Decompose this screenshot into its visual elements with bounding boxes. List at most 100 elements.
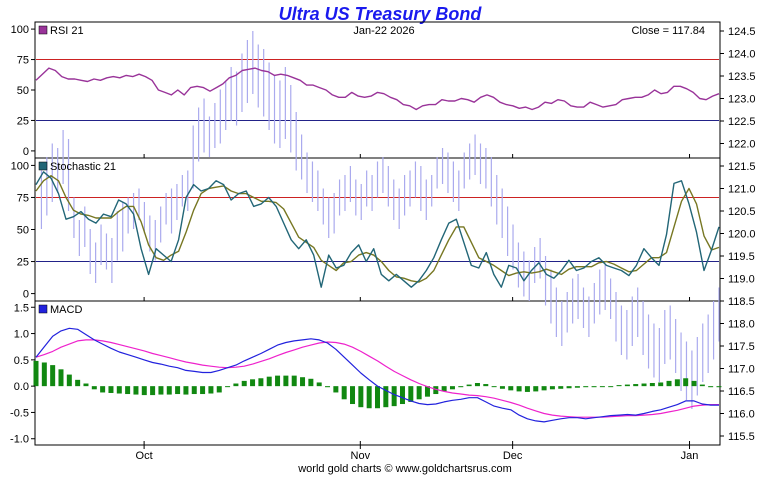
- stochastic-tick-label: 100: [11, 160, 29, 172]
- date-label: Jan-22 2026: [353, 25, 414, 37]
- macd-histogram-bar: [300, 377, 306, 387]
- price-tick-label: 117.0: [728, 364, 755, 376]
- price-tick-label: 121.5: [728, 161, 756, 173]
- macd-histogram-bar: [41, 362, 47, 387]
- grid-lines: [143, 154, 691, 445]
- rsi-legend-swatch: [38, 25, 48, 35]
- stochastic-tick-label: 0: [23, 289, 29, 301]
- macd-histogram-bar: [408, 386, 414, 402]
- macd-line: [35, 327, 719, 423]
- macd-label: MACD: [50, 304, 82, 316]
- macd-tick-label: -0.5: [10, 407, 29, 419]
- macd-histogram-bar: [316, 382, 322, 387]
- macd-histogram-bar: [133, 386, 139, 395]
- price-tick-label: 123.5: [728, 71, 756, 83]
- macd-histogram-bar: [333, 386, 339, 393]
- rsi-tick-label: 75: [17, 55, 29, 67]
- macd-histogram-bar: [58, 369, 64, 387]
- macd-histogram-bar: [141, 386, 147, 396]
- macd-histogram-bar: [75, 379, 81, 387]
- macd-histogram-bar: [125, 386, 131, 395]
- macd-histogram-bar: [558, 386, 564, 389]
- price-tick-label: 115.5: [728, 431, 755, 443]
- macd-histogram-bar: [683, 378, 689, 387]
- macd-histogram-bar: [541, 386, 547, 391]
- macd-histogram-bar: [533, 386, 539, 392]
- macd-tick-label: 0.5: [14, 355, 29, 367]
- x-tick-label: Nov: [351, 450, 371, 462]
- stochastic-k-line: [35, 171, 720, 288]
- macd-histogram-bar: [33, 360, 39, 387]
- chart-title: Ultra US Treasury Bond: [279, 4, 483, 24]
- close-label: Close = 117.84: [632, 25, 706, 37]
- price-axis-ticks: 124.5 124.0 123.5 123.0 122.5 122.0 121.5 121.0…: [720, 26, 756, 443]
- macd-histogram-bar: [708, 386, 714, 388]
- price-tick-label: 120.5: [728, 206, 756, 218]
- price-tick-label: 116.5: [728, 386, 755, 398]
- price-tick-label: 119.5: [728, 251, 755, 263]
- macd-histogram-bar: [375, 386, 380, 409]
- macd-histogram-bar: [699, 384, 705, 387]
- macd-histogram-bar: [325, 386, 331, 388]
- price-tick-label: 123.0: [728, 94, 756, 106]
- stochastic-tick-label: 25: [17, 257, 29, 269]
- macd-histogram-bar: [266, 376, 272, 387]
- macd-tick-label: -1.0: [10, 434, 29, 446]
- macd-histogram-bar: [583, 386, 589, 388]
- macd-histogram-bar: [191, 386, 197, 395]
- price-tick-label: 117.5: [728, 341, 755, 353]
- macd-histogram: [33, 360, 722, 409]
- macd-histogram-bar: [83, 383, 89, 387]
- macd-histogram-bar: [674, 379, 680, 387]
- macd-tick-label: 1.0: [14, 329, 29, 341]
- macd-histogram-bar: [233, 383, 239, 387]
- macd-histogram-bar: [491, 386, 497, 388]
- x-tick-label: Jan: [681, 450, 699, 462]
- macd-histogram-bar: [150, 386, 156, 396]
- macd-histogram-bar: [591, 386, 597, 388]
- macd-histogram-bar: [166, 386, 172, 395]
- macd-histogram-bar: [225, 386, 231, 388]
- macd-histogram-bar: [383, 386, 389, 408]
- macd-histogram-bar: [208, 386, 214, 394]
- stochastic-legend-swatch: [38, 161, 48, 171]
- macd-histogram-bar: [116, 386, 122, 394]
- macd-histogram-bar: [716, 386, 722, 388]
- price-tick-label: 120.0: [728, 229, 756, 241]
- x-axis-ticks: Oct Nov Dec Jan: [136, 445, 699, 462]
- macd-histogram-bar: [275, 375, 281, 387]
- macd-histogram-bar: [691, 380, 697, 387]
- macd-histogram-bar: [391, 386, 397, 407]
- macd-histogram-bar: [250, 379, 256, 387]
- macd-histogram-bar: [424, 386, 430, 397]
- price-tick-label: 118.5: [728, 296, 755, 308]
- macd-histogram-bar: [416, 386, 422, 400]
- macd-histogram-bar: [308, 378, 314, 387]
- macd-histogram-bar: [449, 386, 455, 390]
- macd-histogram-bar: [599, 386, 605, 388]
- macd-histogram-bar: [108, 386, 114, 393]
- price-tick-label: 119.0: [728, 274, 755, 286]
- macd-tick-label: 0.0: [14, 381, 29, 393]
- price-tick-label: 121.0: [728, 184, 756, 196]
- macd-signal-line: [35, 339, 719, 418]
- macd-histogram-bar: [433, 386, 439, 395]
- indicator-lines: [35, 67, 720, 423]
- rsi-tick-label: 50: [17, 85, 29, 97]
- macd-histogram-bar: [483, 384, 489, 387]
- rsi-line: [35, 67, 720, 111]
- macd-histogram-bar: [616, 385, 622, 387]
- macd-histogram-bar: [524, 386, 530, 392]
- macd-histogram-bar: [499, 386, 505, 389]
- macd-histogram-bar: [183, 386, 189, 395]
- macd-histogram-bar: [466, 384, 472, 387]
- x-tick-label: Oct: [136, 450, 153, 462]
- macd-histogram-bar: [158, 386, 164, 395]
- macd-histogram-bar: [200, 386, 206, 395]
- macd-histogram-bar: [291, 375, 297, 387]
- stochastic-tick-label: 75: [17, 192, 29, 204]
- macd-histogram-bar: [516, 386, 522, 392]
